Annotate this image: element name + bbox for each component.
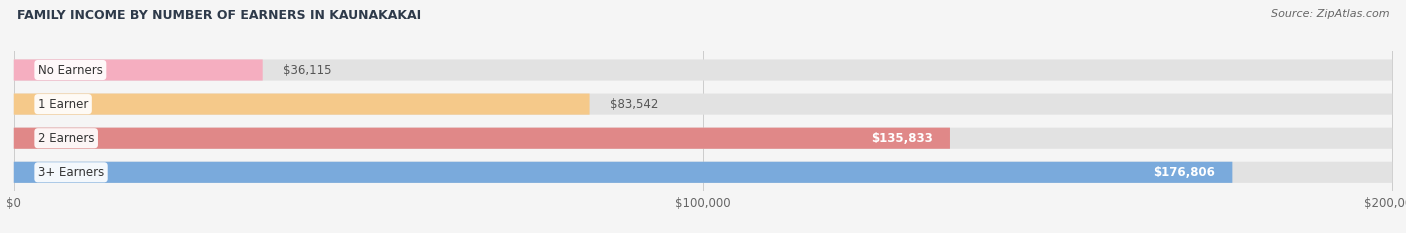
FancyBboxPatch shape [14, 59, 263, 81]
Text: 3+ Earners: 3+ Earners [38, 166, 104, 179]
FancyBboxPatch shape [14, 59, 1392, 81]
FancyBboxPatch shape [14, 128, 950, 149]
Text: FAMILY INCOME BY NUMBER OF EARNERS IN KAUNAKAKAI: FAMILY INCOME BY NUMBER OF EARNERS IN KA… [17, 9, 420, 22]
FancyBboxPatch shape [14, 93, 1392, 115]
FancyBboxPatch shape [14, 162, 1233, 183]
FancyBboxPatch shape [14, 162, 1392, 183]
Text: No Earners: No Earners [38, 64, 103, 76]
Text: Source: ZipAtlas.com: Source: ZipAtlas.com [1271, 9, 1389, 19]
Text: 2 Earners: 2 Earners [38, 132, 94, 145]
Text: $176,806: $176,806 [1153, 166, 1215, 179]
Text: $135,833: $135,833 [870, 132, 932, 145]
Text: $36,115: $36,115 [284, 64, 332, 76]
FancyBboxPatch shape [14, 93, 589, 115]
FancyBboxPatch shape [14, 128, 1392, 149]
Text: $83,542: $83,542 [610, 98, 658, 111]
Text: 1 Earner: 1 Earner [38, 98, 89, 111]
